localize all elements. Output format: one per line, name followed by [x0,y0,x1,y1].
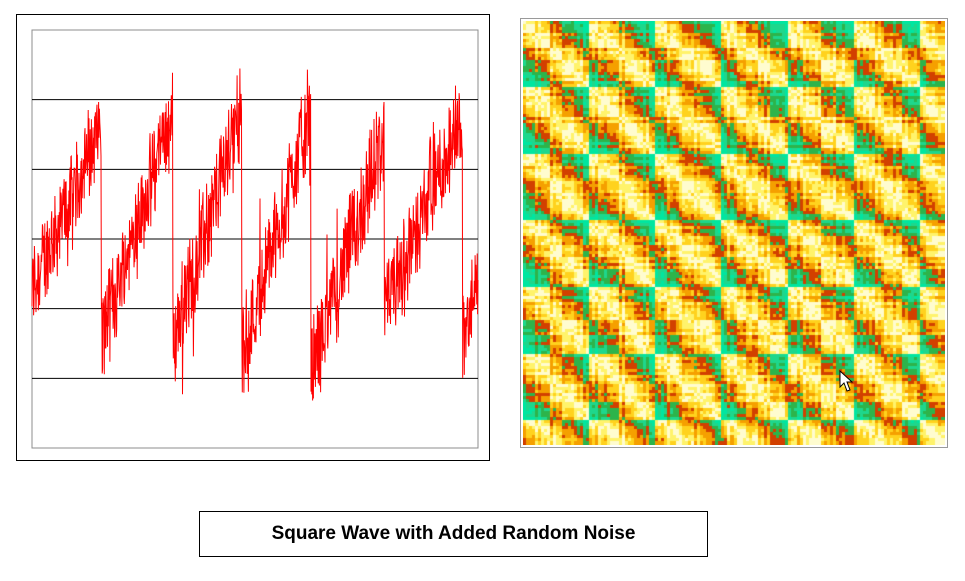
recurrence-plot-frame [520,18,948,448]
signal-line [31,68,479,401]
chart-title-box: Square Wave with Added Random Noise [199,511,708,557]
time-series-plot [31,29,479,449]
chart-title: Square Wave with Added Random Noise [271,523,636,544]
recurrence-plot [523,21,945,445]
signal-series [31,68,479,401]
time-series-plot-frame [16,14,490,461]
mouse-pointer-icon [839,370,854,392]
